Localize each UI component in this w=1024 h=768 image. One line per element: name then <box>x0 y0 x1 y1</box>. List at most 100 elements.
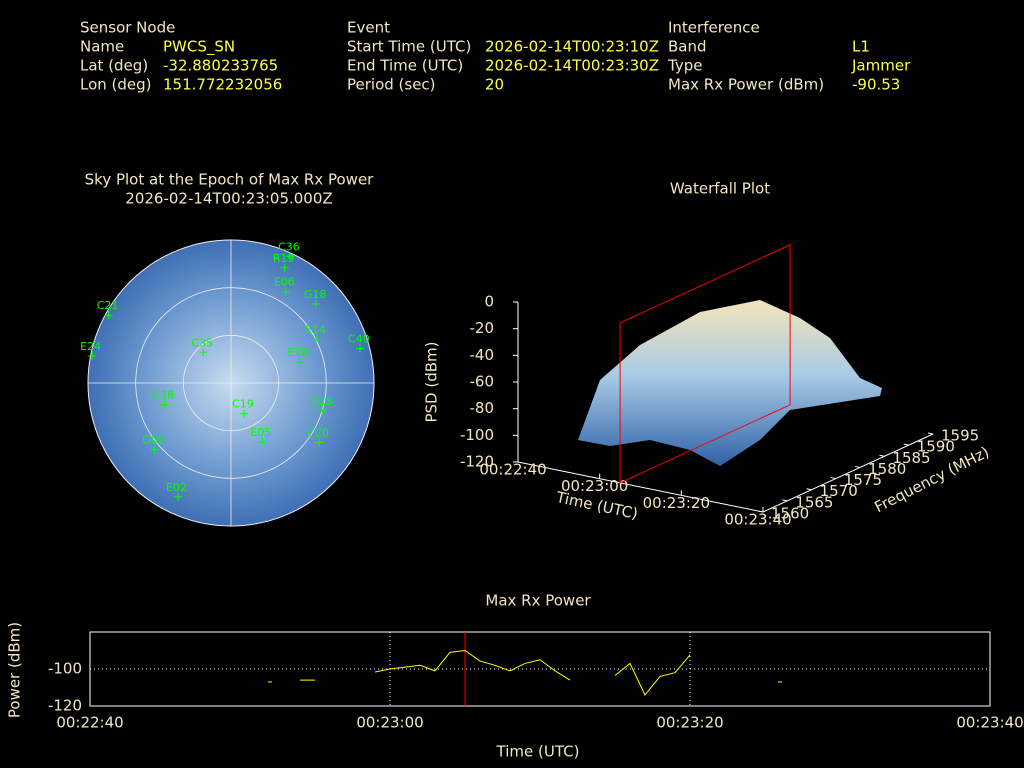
chart-subtitle: 2026-02-14T00:23:05.000Z <box>125 190 332 208</box>
x-tick-label: 00:22:40 <box>56 714 123 732</box>
satellite-label: E24 <box>80 340 101 353</box>
x-tick-label: 00:23:40 <box>724 511 791 529</box>
satellite-marker <box>150 445 159 454</box>
tick-mark <box>927 432 934 435</box>
z-tick-label: 0 <box>484 293 494 311</box>
satellite-label: R19 <box>273 252 295 265</box>
tick-mark <box>806 488 812 491</box>
label: Band <box>668 38 707 56</box>
label: Type <box>667 57 702 75</box>
value: -32.880233765 <box>163 57 278 75</box>
horizon <box>87 239 375 527</box>
y-tick-label: 1570 <box>820 482 858 500</box>
satellite-marker <box>199 348 208 357</box>
x-tick-label: 00:22:40 <box>479 461 546 479</box>
satellite-label: E06 <box>274 276 295 289</box>
satellite-marker <box>281 287 290 296</box>
satellite-marker <box>355 344 364 353</box>
satellite-marker <box>311 299 320 308</box>
satellite-marker <box>295 358 304 367</box>
x-axis-label: Time (UTC) <box>496 743 580 761</box>
satellite-label: E05 <box>250 426 271 439</box>
y-tick-label: -120 <box>48 697 82 715</box>
satellite-marker <box>315 438 324 447</box>
header: Sensor Node Name PWCS_SN Lat (deg) -32.880… <box>80 19 911 94</box>
tick-mark <box>903 443 909 446</box>
waterfall-surface <box>578 300 882 466</box>
y-tick-label: 1595 <box>941 427 979 445</box>
value: 2026-02-14T00:23:30Z <box>485 57 659 75</box>
value: 2026-02-14T00:23:10Z <box>485 38 659 56</box>
satellite-marker <box>88 352 97 361</box>
y-tick-label: -100 <box>48 660 82 678</box>
y-tick-label: 1590 <box>917 438 955 456</box>
x-tick-label: 00:23:20 <box>656 714 723 732</box>
y-axis-label: Power (dBm) <box>6 622 24 718</box>
elevation-ring <box>182 334 280 432</box>
chart-title: Waterfall Plot <box>670 180 770 198</box>
satellite-label: E18 <box>287 346 308 359</box>
value: 151.772232056 <box>163 76 282 94</box>
satellite-label: C19 <box>232 398 254 411</box>
section-title: Event <box>347 19 390 37</box>
satellite-label: C38 <box>153 389 175 402</box>
satellite-label: C35 <box>191 336 213 349</box>
label: Name <box>80 38 124 56</box>
satellite-label: C36 <box>278 240 300 253</box>
power-line <box>374 649 571 681</box>
value: Jammer <box>851 57 911 75</box>
satellite-label: G23 <box>310 395 333 408</box>
label: Lat (deg) <box>80 57 148 75</box>
satellite-marker <box>240 409 249 418</box>
satellite-marker <box>318 406 327 415</box>
z-tick-label: -100 <box>460 426 494 444</box>
value: PWCS_SN <box>163 38 235 57</box>
satellite-marker <box>104 311 113 320</box>
x-tick-label: 00:23:40 <box>956 714 1023 732</box>
z-tick-label: -80 <box>470 399 495 417</box>
elevation-ring <box>135 287 327 479</box>
satellite-marker <box>173 492 182 501</box>
satellite-label: C40 <box>348 332 370 345</box>
satellite-label: G02 <box>142 434 165 447</box>
z-tick-label: -60 <box>470 373 495 391</box>
satellite-label: C21 <box>97 299 119 312</box>
z-axis-label: PSD (dBm) <box>423 341 441 422</box>
tick-mark <box>879 454 885 457</box>
label: Start Time (UTC) <box>347 38 471 56</box>
y-tick-label: 1565 <box>795 493 833 511</box>
chart-title: Sky Plot at the Epoch of Max Rx Power <box>85 171 375 189</box>
x-tick-label: 00:23:00 <box>356 714 423 732</box>
x-tick-label: 00:23:20 <box>643 494 710 512</box>
y-tick-label: 1585 <box>892 449 930 467</box>
chart-title: Max Rx Power <box>485 592 591 610</box>
y-tick-label: 1580 <box>868 460 906 478</box>
satellite-label: R14 <box>304 324 326 337</box>
tick-mark <box>757 510 764 513</box>
x-tick-label: 00:23:00 <box>561 477 628 495</box>
label: Max Rx Power (dBm) <box>668 76 824 94</box>
label: Period (sec) <box>347 76 436 94</box>
satellite-marker <box>280 263 289 272</box>
satellite-label: E02 <box>166 481 187 494</box>
section-title: Sensor Node <box>80 19 175 37</box>
value: 20 <box>485 76 504 94</box>
tick-mark <box>782 499 788 502</box>
tick-mark <box>830 477 836 480</box>
section-title: Interference <box>668 19 760 37</box>
z-tick-label: -20 <box>470 319 495 337</box>
epoch-plane <box>619 244 791 484</box>
label: End Time (UTC) <box>347 57 463 75</box>
value: L1 <box>852 38 870 56</box>
satellite-marker <box>286 252 295 261</box>
value: -90.53 <box>852 76 900 94</box>
satellite-marker <box>311 335 320 344</box>
satellite-label: G18 <box>304 288 327 301</box>
y-tick-label: 1575 <box>844 471 882 489</box>
power-line <box>614 654 691 696</box>
satellite-label: C20 <box>307 427 329 440</box>
z-tick-label: -120 <box>460 453 494 471</box>
z-tick-label: -40 <box>470 346 495 364</box>
tick-mark <box>855 465 861 468</box>
